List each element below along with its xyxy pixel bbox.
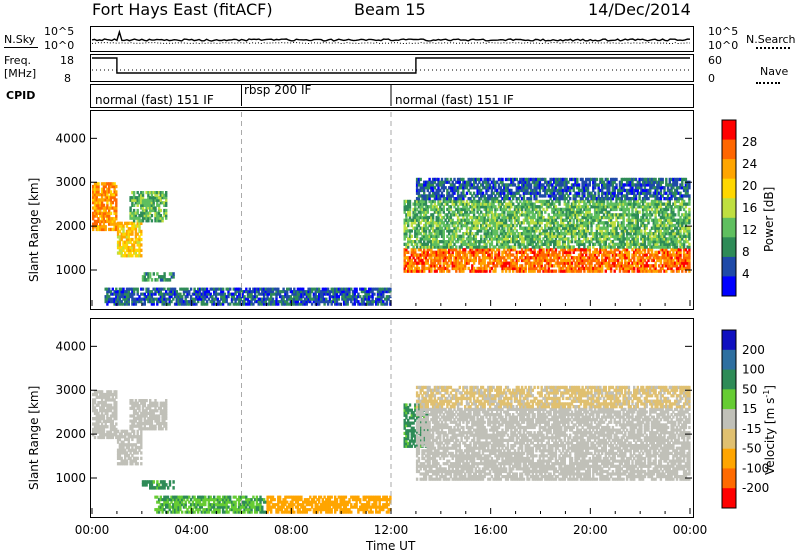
velocity-colorbar-tick-4: -15 <box>742 422 762 436</box>
velocity-region-1 <box>116 429 143 466</box>
velocity-ytick-label-0: 1000 <box>55 471 86 485</box>
velocity-region-0 <box>92 390 118 440</box>
velocity-plot-frame <box>90 318 694 518</box>
nsky-right-tick-bottom: 10^0 <box>708 39 739 52</box>
velocity-ytick-label-2: 3000 <box>55 383 86 397</box>
velocity-colorbar-tick-1: 100 <box>742 363 765 377</box>
freq-unit-label: [MHz] <box>4 67 37 80</box>
beam-title: Beam 15 <box>354 0 426 19</box>
nsky-panel <box>90 26 694 52</box>
velocity-colorbar-swatch-6 <box>722 448 736 469</box>
nsearch-trace <box>92 41 691 45</box>
xtick-label-0: 00:00 <box>75 523 110 537</box>
xtick-label-2: 08:00 <box>274 523 309 537</box>
cpid-panel <box>90 84 694 108</box>
velocity-region-8 <box>415 385 691 409</box>
power-colorbar-swatch-6 <box>722 237 736 258</box>
cpid-segment-2: rbsp 200 IF <box>244 83 312 97</box>
power-colorbar-swatch-3 <box>722 178 736 199</box>
power-colorbar-tick-5: 8 <box>742 245 750 259</box>
cpid-label: CPID <box>6 89 36 102</box>
velocity-ytick-label-1: 2000 <box>55 427 86 441</box>
velocity-region-4 <box>154 495 267 514</box>
velocity-region-7 <box>415 407 691 481</box>
power-ytick-label-1: 2000 <box>55 219 86 233</box>
power-region-0 <box>92 182 118 232</box>
power-colorbar-tick-3: 16 <box>742 201 757 215</box>
xtick-label-6: 00:00 <box>673 523 708 537</box>
power-ytick-label-2: 3000 <box>55 175 86 189</box>
nsky-label: N.Sky <box>4 33 36 46</box>
power-colorbar-swatch-4 <box>722 198 736 219</box>
nsky-left-tick-top: 10^5 <box>44 25 75 38</box>
xtick-label-3: 12:00 <box>374 523 409 537</box>
power-colorbar-swatch-7 <box>722 256 736 277</box>
power-region-2 <box>129 191 168 223</box>
freq-panel <box>90 54 694 82</box>
freq-label: Freq. <box>4 54 32 67</box>
freq-right-tick-top: 60 <box>708 54 722 67</box>
velocity-region-5 <box>266 495 392 514</box>
power-colorbar-swatch-5 <box>722 217 736 238</box>
velocity-colorbar-swatch-3 <box>722 389 736 410</box>
velocity-colorbar-swatch-0 <box>722 330 736 351</box>
cpid-segment-1: normal (fast) 151 IF <box>95 93 214 107</box>
power-region-4 <box>104 287 392 306</box>
velocity-colorbar-tick-0: 200 <box>742 343 765 357</box>
nave-legend-line <box>756 82 780 84</box>
freq-trace <box>92 57 690 74</box>
nsearch-label: N.Search <box>746 33 796 46</box>
xtick-label-4: 16:00 <box>473 523 508 537</box>
velocity-colorbar-swatch-1 <box>722 349 736 371</box>
nsky-trace <box>91 29 691 42</box>
power-colorbar-frame <box>721 119 737 297</box>
xtick-label-5: 20:00 <box>573 523 608 537</box>
power-colorbar-tick-4: 12 <box>742 223 757 237</box>
velocity-colorbar-swatch-8 <box>722 488 736 509</box>
velocity-colorbar-tick-5: -50 <box>742 442 762 456</box>
power-colorbar-swatch-1 <box>722 139 736 160</box>
velocity-ytick-label-3: 4000 <box>55 339 86 353</box>
power-ytick-label-0: 1000 <box>55 263 86 277</box>
date-title: 14/Dec/2014 <box>588 0 691 19</box>
nave-label: Nave <box>760 65 789 78</box>
velocity-colorbar-swatch-4 <box>722 409 736 430</box>
nsky-left-tick-bottom: 10^0 <box>44 39 75 52</box>
xtick-label-1: 04:00 <box>174 523 209 537</box>
power-region-1 <box>116 221 143 258</box>
velocity-colorbar-tick-3: 15 <box>742 402 757 416</box>
cpid-segment-3: normal (fast) 151 IF <box>395 93 514 107</box>
nsearch-legend-line <box>756 47 790 49</box>
freq-left-tick-top: 18 <box>60 54 74 67</box>
power-colorbar-tick-2: 20 <box>742 179 757 193</box>
power-ytick-label-3: 4000 <box>55 131 86 145</box>
station-title: Fort Hays East (fitACF) <box>92 0 273 19</box>
power-colorbar-swatch-0 <box>722 120 736 141</box>
power-colorbar-tick-1: 24 <box>742 157 757 171</box>
nsky-right-tick-top: 10^5 <box>708 25 739 38</box>
power-region-5 <box>403 248 691 273</box>
power-region-6 <box>403 199 691 249</box>
velocity-colorbar-swatch-2 <box>722 369 736 390</box>
velocity-colorbar-tick-6: -100 <box>742 461 769 475</box>
power-region-3 <box>141 272 175 282</box>
power-colorbar-swatch-2 <box>722 159 736 180</box>
power-colorbar-tick-0: 28 <box>742 135 757 149</box>
freq-right-tick-bottom: 0 <box>708 72 715 85</box>
power-colorbar-swatch-8 <box>722 276 736 297</box>
velocity-region-3 <box>141 480 175 490</box>
x-axis-label: Time UT <box>366 539 416 553</box>
nsky-label-underline <box>4 47 38 48</box>
freq-left-tick-bottom: 8 <box>64 72 71 85</box>
velocity-colorbar-tick-2: 50 <box>742 382 757 396</box>
power-plot-frame <box>90 110 694 310</box>
power-colorbar-tick-6: 4 <box>742 267 750 281</box>
velocity-colorbar-swatch-5 <box>722 428 736 450</box>
velocity-colorbar-tick-7: -200 <box>742 481 769 495</box>
velocity-region-2 <box>129 399 168 431</box>
velocity-colorbar-swatch-7 <box>722 468 736 489</box>
velocity-colorbar-frame <box>721 329 737 509</box>
power-region-7 <box>415 177 691 201</box>
